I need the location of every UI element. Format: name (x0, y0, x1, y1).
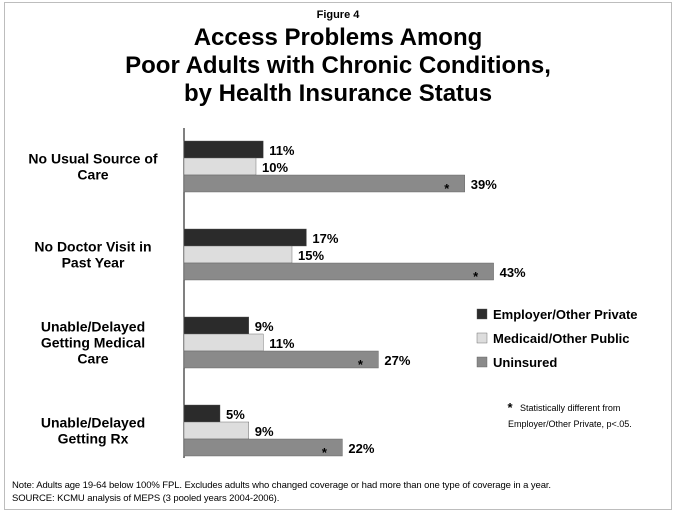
chart-notes: Note: Adults age 19-64 below 100% FPL. E… (12, 479, 668, 505)
chart-title: Access Problems Among Poor Adults with C… (0, 24, 676, 108)
bar (183, 157, 257, 176)
category-label: Getting Rx (58, 431, 129, 447)
category-label: No Doctor Visit in (34, 239, 151, 255)
data-label: 17% (312, 231, 338, 246)
bar (183, 140, 264, 159)
data-label: 5% (226, 407, 245, 422)
bar (183, 438, 343, 457)
significance-note-line: Statistically different from (520, 403, 620, 413)
significance-marker: * (322, 445, 328, 460)
data-label: 9% (255, 424, 274, 439)
note-line: Note: Adults age 19-64 below 100% FPL. E… (12, 480, 551, 491)
bar (183, 316, 250, 335)
bar (183, 174, 465, 193)
data-label: 9% (255, 319, 274, 334)
title-line-1: Access Problems Among (193, 24, 483, 51)
category-label: Unable/Delayed (41, 319, 145, 335)
legend-swatch (476, 356, 488, 368)
bar (183, 262, 494, 281)
category-label: Getting Medical (41, 335, 145, 351)
data-label: 39% (471, 177, 497, 192)
data-label: 15% (298, 248, 324, 263)
significance-note-line: Employer/Other Private, p<.05. (508, 419, 632, 429)
bar (183, 228, 307, 247)
data-label: 11% (269, 336, 295, 351)
bar (183, 245, 293, 264)
bar (183, 333, 264, 352)
bar (183, 404, 221, 423)
figure-frame (4, 2, 672, 510)
title-line-2: Poor Adults with Chronic Conditions, (125, 52, 551, 79)
legend-swatch (476, 308, 488, 320)
data-label: 22% (348, 441, 374, 456)
legend-entry: Medicaid/Other Public (493, 331, 630, 346)
significance-marker: * (444, 181, 450, 196)
bar (183, 421, 250, 440)
data-label: 10% (262, 160, 288, 175)
data-label: 11% (269, 143, 295, 158)
category-label: No Usual Source of (28, 151, 157, 167)
bar (183, 350, 379, 369)
data-label: 43% (500, 265, 526, 280)
legend-swatch (476, 332, 488, 344)
significance-note-marker: * (507, 400, 513, 415)
legend-entry: Employer/Other Private (493, 307, 638, 322)
category-label: Unable/Delayed (41, 415, 145, 431)
legend-entry: Uninsured (493, 355, 557, 370)
figure-label: Figure 4 (316, 9, 360, 21)
data-label: 27% (384, 353, 410, 368)
significance-marker: * (473, 269, 479, 284)
title-line-3: by Health Insurance Status (183, 80, 493, 107)
category-label: Care (77, 167, 108, 183)
category-label: Past Year (62, 255, 125, 271)
category-label: Care (77, 351, 108, 367)
significance-marker: * (358, 357, 364, 372)
source-line: SOURCE: KCMU analysis of MEPS (3 pooled … (12, 493, 280, 504)
